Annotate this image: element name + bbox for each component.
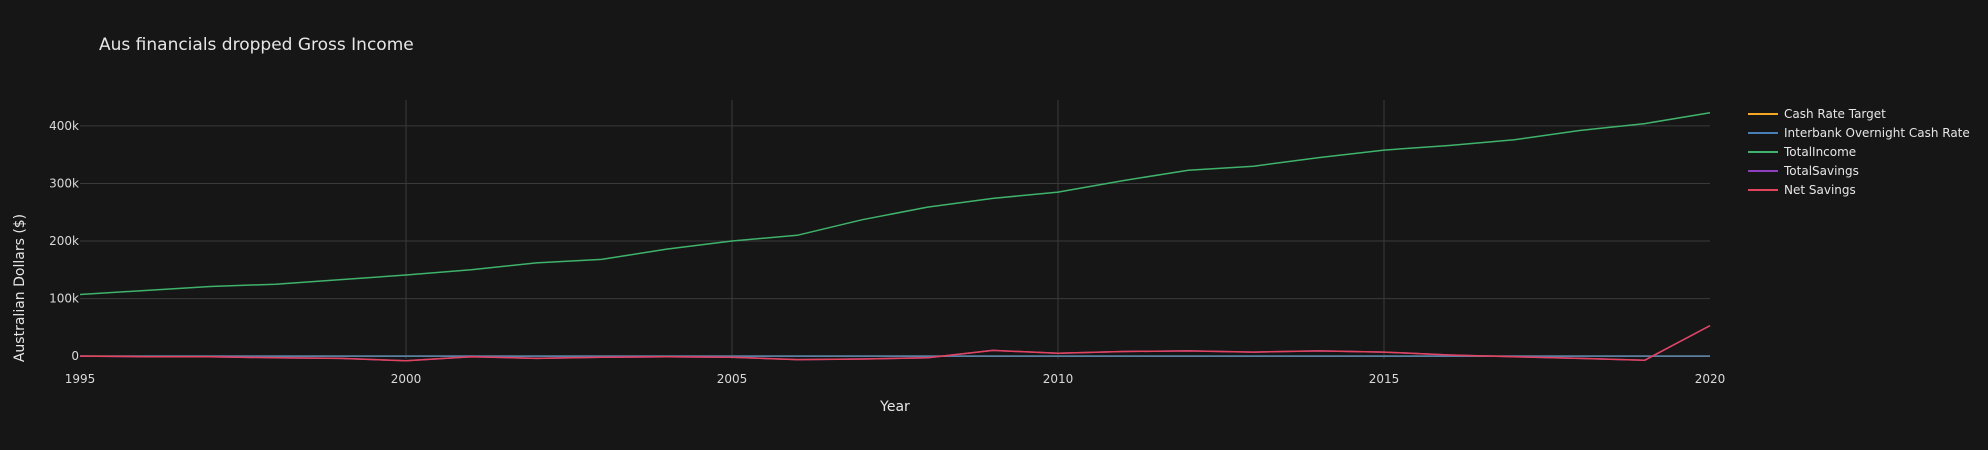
x-axis-ticks: 1995 2000 2005 2010 2015 2020 [65,372,1726,386]
legend-item-interbank-overnight-cash-rate[interactable]: Interbank Overnight Cash Rate [1748,126,1970,140]
series-lines [79,111,1711,362]
legend[interactable]: Cash Rate Target Interbank Overnight Cash… [1748,107,1970,197]
y-tick-label: 300k [49,176,79,190]
x-tick-label: 1995 [65,372,96,386]
legend-item-cash-rate-target[interactable]: Cash Rate Target [1748,107,1886,121]
chart-title: Aus financials dropped Gross Income [99,35,414,55]
legend-label: Cash Rate Target [1784,107,1886,121]
legend-label: TotalSavings [1783,164,1859,178]
legend-item-totalsavings[interactable]: TotalSavings [1748,164,1859,178]
series-line-totalincome [79,111,1711,296]
x-tick-label: 2010 [1043,372,1074,386]
legend-label: Interbank Overnight Cash Rate [1784,126,1970,140]
y-tick-label: 100k [49,292,79,306]
x-tick-label: 2000 [391,372,422,386]
y-axis-ticks: 0 100k 200k 300k 400k [49,119,79,363]
legend-item-net-savings[interactable]: Net Savings [1748,183,1856,197]
series-line-net-savings [79,324,1711,362]
y-tick-label: 200k [49,234,79,248]
legend-label: Net Savings [1784,183,1856,197]
y-tick-label: 400k [49,119,79,133]
grid-lines [80,100,1710,359]
legend-label: TotalIncome [1783,145,1856,159]
x-tick-label: 2015 [1369,372,1400,386]
x-axis-title: Year [879,399,910,415]
legend-item-totalincome[interactable]: TotalIncome [1748,145,1856,159]
x-tick-label: 2005 [717,372,748,386]
y-axis-title: Australian Dollars ($) [12,214,28,362]
y-tick-label: 0 [71,349,79,363]
x-tick-label: 2020 [1695,372,1726,386]
